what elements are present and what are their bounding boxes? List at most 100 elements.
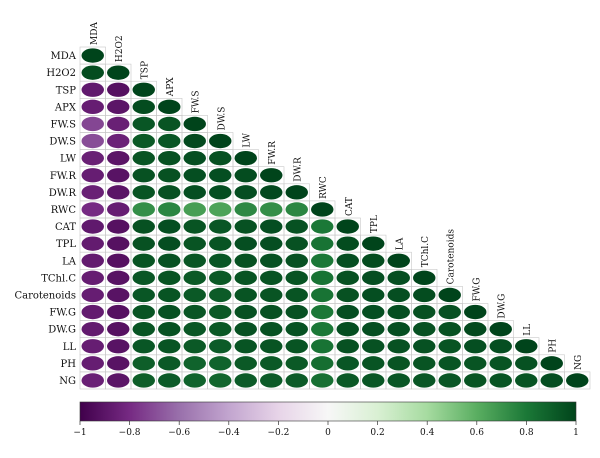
correlation-ellipse: NG / LL: 0.94 — [515, 373, 538, 388]
column-label: LA — [396, 237, 406, 250]
correlation-ellipse: FW.R / H2O2: -0.91 — [107, 168, 130, 183]
correlation-ellipse: TChl.C / DW.S: 0.92 — [209, 270, 232, 286]
correlation-ellipse: FW.G / LA: 0.96 — [387, 304, 410, 320]
correlation-ellipse: NG / TSP: 0.9 — [132, 373, 155, 388]
correlation-ellipse: Carotenoids / CAT: 0.95 — [336, 287, 359, 303]
correlation-ellipse: FW.G / RWC: 0.8 — [311, 304, 334, 320]
correlation-ellipse: DW.G / FW.G: 0.98 — [464, 321, 487, 337]
correlation-ellipse: LL / APX: 0.94 — [158, 339, 181, 354]
correlation-ellipse: LA / RWC: 0.8 — [311, 253, 334, 268]
correlation-ellipse: CAT / DW.S: 0.93 — [209, 219, 232, 234]
correlation-ellipse: PH / TChl.C: 0.94 — [413, 356, 436, 371]
column-label: FW.S — [192, 90, 202, 113]
correlation-ellipse: RWC / LW: 0.74 — [234, 202, 257, 217]
colorbar: −1 −0.8 −0.6 −0.4 −0.2 0 0.2 0.4 0.6 0.8 1 — [73, 401, 579, 438]
correlation-ellipse: TChl.C / H2O2: -0.91 — [107, 270, 130, 286]
row-label: CAT — [55, 222, 76, 233]
correlation-ellipse: LW / MDA: -0.85 — [81, 150, 104, 166]
correlation-ellipse: FW.S / FW.S: 1 — [183, 116, 206, 132]
correlation-ellipse: NG / H2O2: -0.9 — [107, 373, 130, 388]
correlation-ellipse: TChl.C / TSP: 0.93 — [132, 270, 155, 286]
correlation-ellipse: TChl.C / FW.S: 0.92 — [183, 270, 206, 286]
correlation-ellipse: FW.S / APX: 0.94 — [158, 116, 181, 132]
correlation-ellipse: TSP / TSP: 1 — [132, 82, 155, 97]
correlation-ellipse: FW.R / FW.R: 1 — [260, 168, 283, 183]
correlation-ellipse: CAT / MDA: -0.88 — [81, 219, 104, 234]
correlation-ellipse: DW.G / TSP: 0.94 — [132, 321, 155, 337]
correlation-ellipse: FW.S / MDA: -0.72 — [81, 116, 104, 132]
correlation-ellipse: DW.G / LW: 0.95 — [234, 321, 257, 337]
correlation-ellipse: FW.G / TPL: 0.96 — [362, 304, 385, 320]
colorbar-tick-label: 0.4 — [420, 428, 435, 438]
correlation-ellipse: TPL / LW: 0.96 — [234, 236, 257, 251]
correlation-ellipse: Carotenoids / DW.S: 0.91 — [209, 287, 232, 303]
correlation-ellipse: LL / TSP: 0.93 — [132, 339, 155, 354]
correlation-ellipse: DW.R / DW.R: 1 — [285, 185, 308, 200]
correlation-ellipse: Carotenoids / Carotenoids: 1 — [438, 287, 461, 303]
correlation-ellipse: APX / APX: 1 — [158, 99, 181, 115]
correlation-ellipse: LA / APX: 0.95 — [158, 253, 181, 268]
correlation-ellipse: PH / CAT: 0.93 — [336, 356, 359, 371]
correlation-ellipse: DW.G / LA: 0.96 — [387, 321, 410, 337]
correlation-ellipse: NG / FW.R: 0.91 — [260, 373, 283, 388]
row-label: FW.S — [51, 119, 77, 130]
row-label: RWC — [51, 205, 77, 216]
colorbar-tick-label: 1 — [573, 428, 579, 438]
row-label: Carotenoids — [14, 290, 76, 301]
column-label: TPL — [370, 215, 380, 233]
correlation-ellipse: TChl.C / RWC: 0.82 — [311, 270, 334, 286]
colorbar-tick-label: −1 — [73, 428, 86, 438]
correlation-ellipse: LW / APX: 0.95 — [158, 150, 181, 166]
correlation-ellipse: RWC / DW.S: 0.64 — [209, 202, 232, 217]
colorbar-ticks: −1 −0.8 −0.6 −0.4 −0.2 0 0.2 0.4 0.6 0.8 1 — [73, 421, 579, 438]
correlation-ellipse: LA / TSP: 0.94 — [132, 253, 155, 268]
correlation-ellipse: TPL / DW.S: 0.94 — [209, 236, 232, 251]
correlation-ellipse: FW.G / TChl.C: 0.95 — [413, 304, 436, 320]
correlation-ellipse: CAT / H2O2: -0.92 — [107, 219, 130, 234]
correlation-ellipse: PH / FW.G: 0.94 — [464, 356, 487, 371]
row-label: DW.R — [49, 188, 77, 199]
column-label: Carotenoids — [447, 229, 457, 285]
correlation-ellipse: FW.G / FW.S: 0.93 — [183, 304, 206, 320]
correlation-ellipse: TPL / FW.S: 0.94 — [183, 236, 206, 251]
correlation-ellipse: FW.G / DW.S: 0.92 — [209, 304, 232, 320]
row-label: DW.G — [48, 325, 76, 336]
correlation-ellipse: CAT / CAT: 1 — [336, 219, 359, 234]
row-label: LW — [60, 154, 77, 165]
correlation-ellipse: CAT / DW.R: 0.95 — [285, 219, 308, 234]
correlation-ellipse: RWC / DW.R: 0.75 — [285, 202, 308, 217]
correlation-ellipse: NG / Carotenoids: 0.93 — [438, 373, 461, 388]
correlation-ellipse: MDA / MDA: 1 — [81, 48, 104, 63]
column-label: PH — [549, 339, 559, 353]
row-labels: MDA H2O2 TSP APX FW.S DW.S LW FW.R DW.R RWC CAT TPL… — [14, 51, 76, 387]
correlation-ellipse: FW.G / FW.G: 1 — [464, 304, 487, 320]
correlation-ellipse: TChl.C / TPL: 0.96 — [362, 270, 385, 286]
colorbar-tick-label: 0 — [325, 428, 331, 438]
colorbar-tick-label: 0.2 — [370, 428, 384, 438]
correlation-ellipse: FW.R / DW.S: 0.96 — [209, 168, 232, 183]
correlation-ellipse: LL / H2O2: -0.91 — [107, 339, 130, 354]
colorbar-gradient — [79, 401, 577, 422]
correlation-ellipse: TPL / DW.R: 0.95 — [285, 236, 308, 251]
correlation-ellipse: TChl.C / MDA: -0.86 — [81, 270, 104, 286]
correlation-ellipse: TChl.C / LW: 0.94 — [234, 270, 257, 286]
correlation-ellipse: NG / FW.S: 0.88 — [183, 373, 206, 388]
correlation-ellipse: NG / FW.G: 0.94 — [464, 373, 487, 388]
correlation-ellipse: LA / LA: 1 — [387, 253, 410, 268]
correlation-ellipse: LL / RWC: 0.82 — [311, 339, 334, 354]
correlation-ellipse: TChl.C / LA: 0.96 — [387, 270, 410, 286]
correlation-ellipse: FW.R / TSP: 0.95 — [132, 168, 155, 183]
correlation-ellipse: LL / LA: 0.95 — [387, 339, 410, 354]
correlation-ellipse: LL / DW.R: 0.94 — [285, 339, 308, 354]
correlation-ellipse: NG / DW.R: 0.91 — [285, 373, 308, 388]
correlation-ellipse: TSP / H2O2: -0.92 — [107, 82, 130, 97]
column-label: FW.R — [268, 141, 278, 165]
correlation-ellipse: DW.S / APX: 0.93 — [158, 133, 181, 149]
correlation-ellipse: DW.R / DW.S: 0.96 — [209, 185, 232, 200]
correlation-ellipse: TPL / APX: 0.96 — [158, 236, 181, 251]
correlation-ellipse: DW.G / DW.S: 0.92 — [209, 321, 232, 337]
correlation-ellipse: RWC / FW.S: 0.66 — [183, 202, 206, 217]
correlation-ellipse: Carotenoids / FW.R: 0.94 — [260, 287, 283, 303]
correlation-ellipse: PH / APX: 0.92 — [158, 356, 181, 371]
